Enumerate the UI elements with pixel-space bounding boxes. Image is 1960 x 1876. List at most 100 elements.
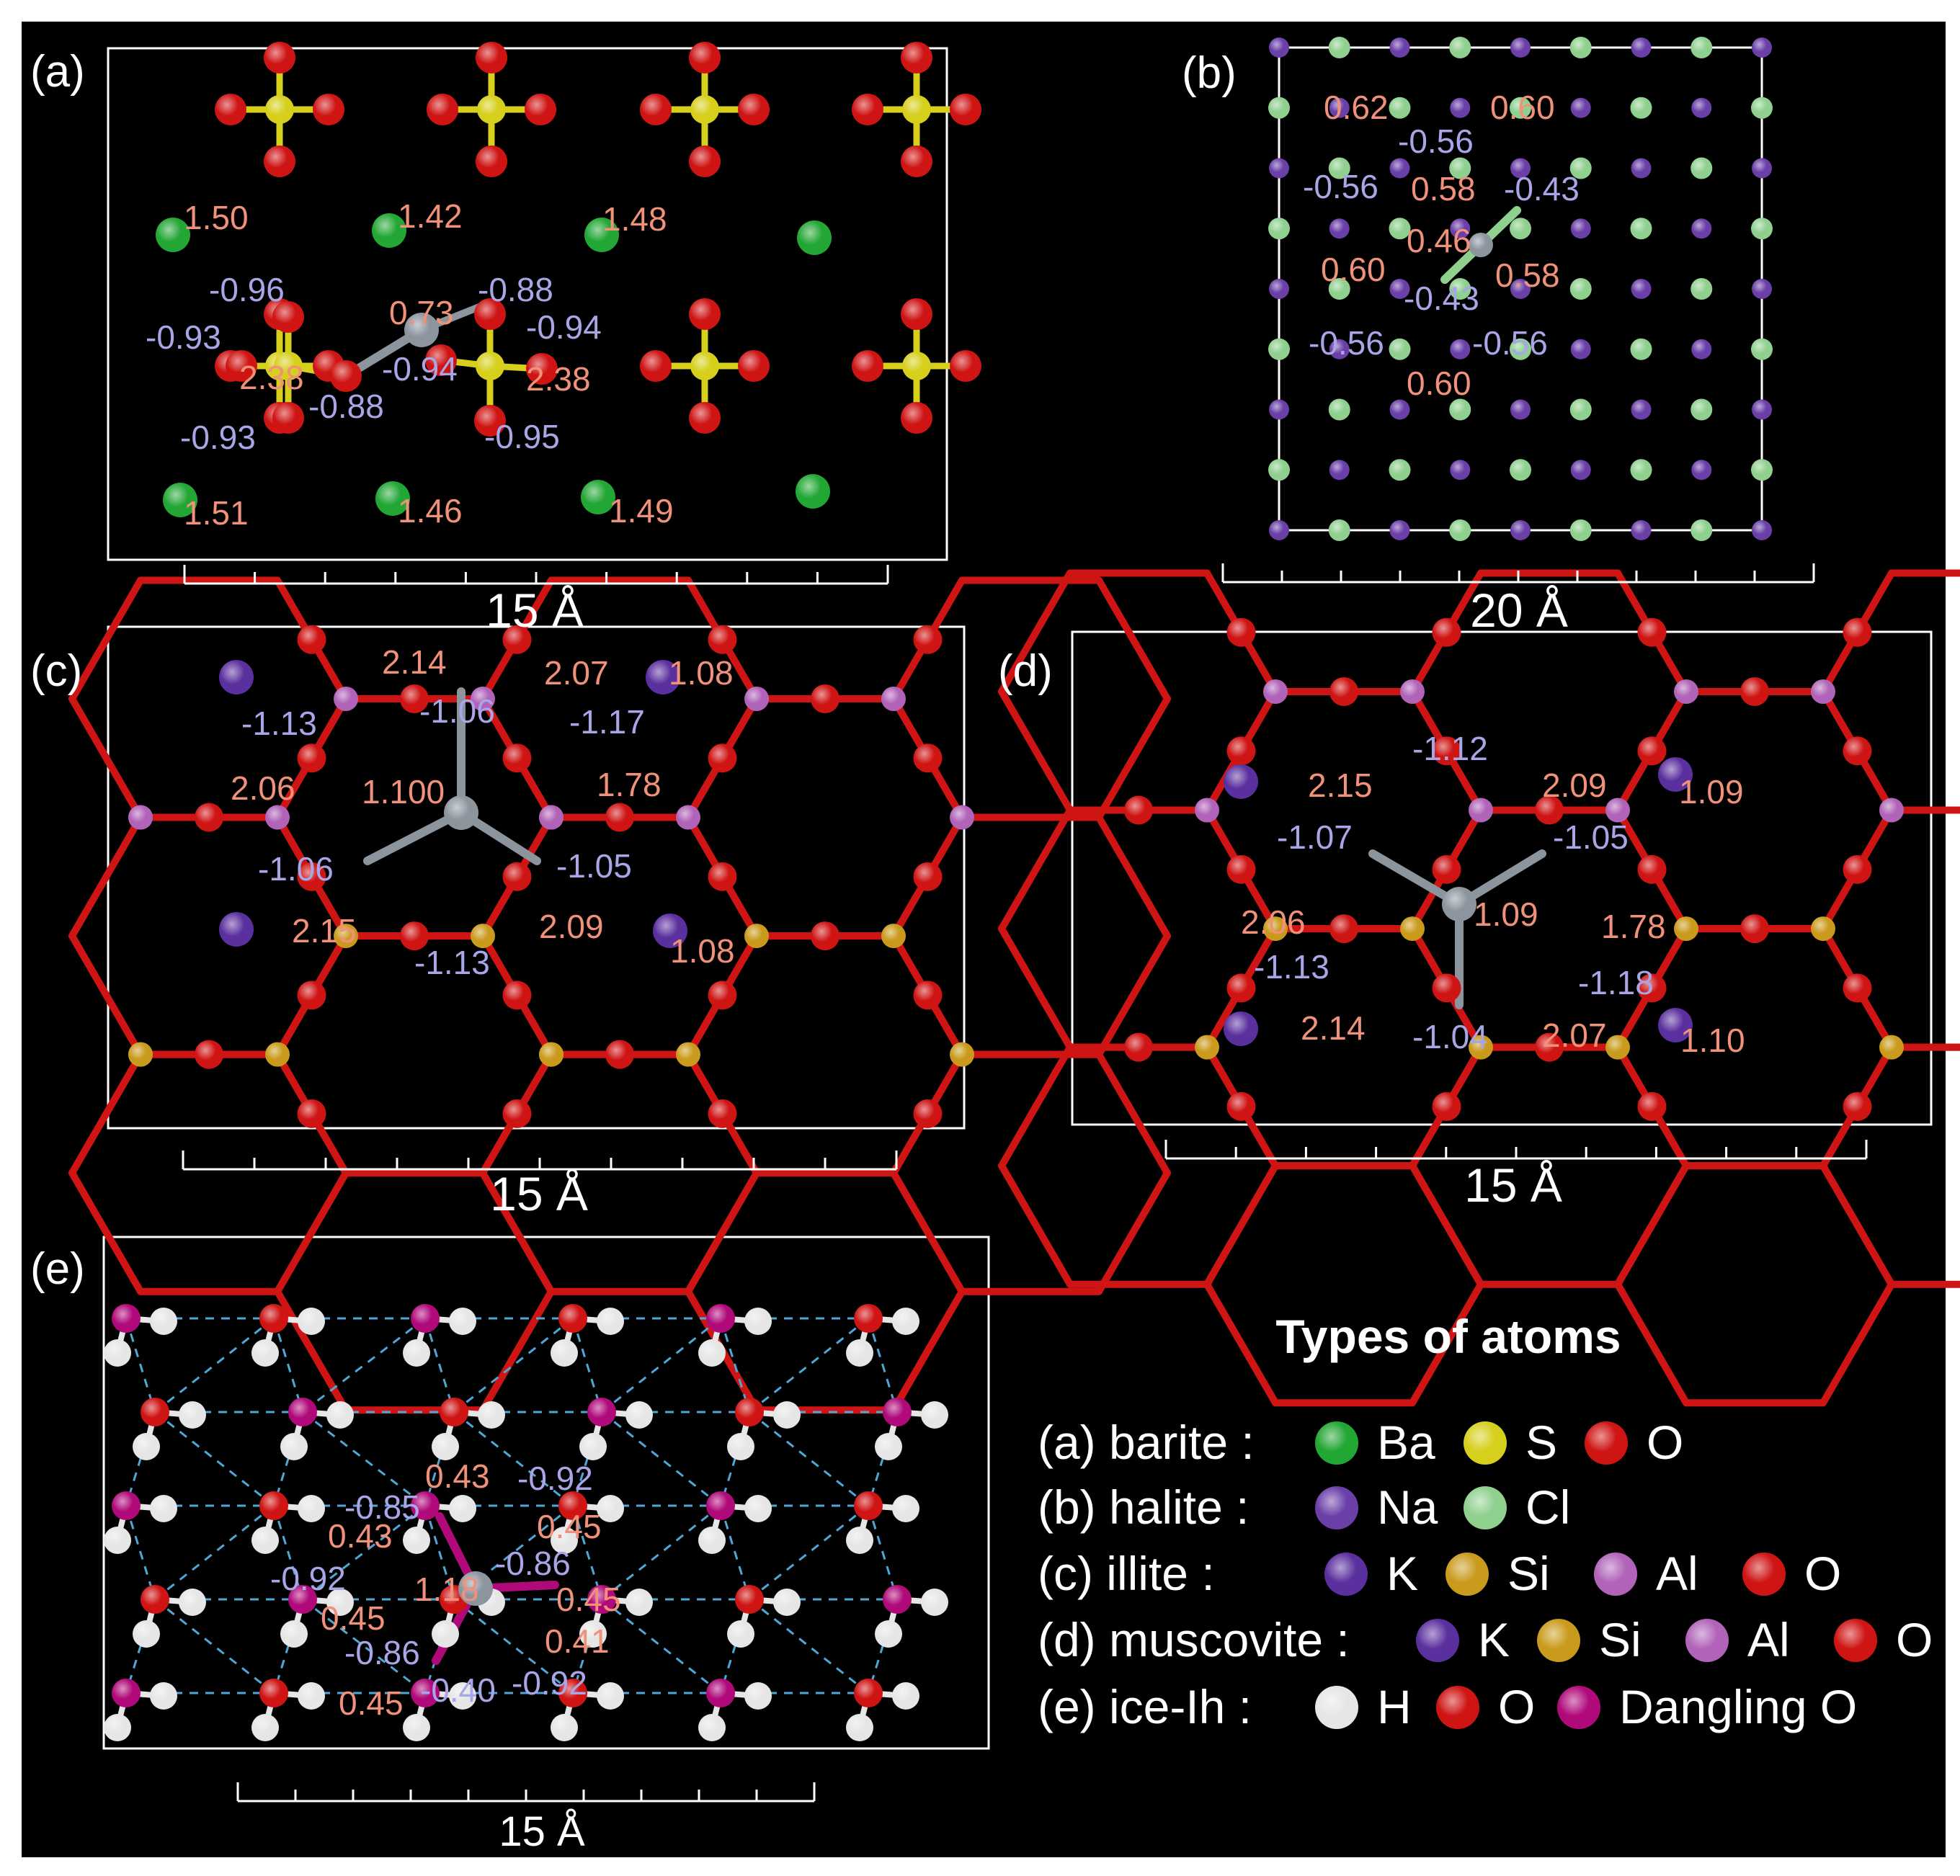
o-atom	[195, 803, 223, 832]
al-atom	[265, 805, 290, 830]
legend-row-label: (b) halite :	[1038, 1480, 1249, 1534]
adsorbate-bond	[363, 808, 466, 865]
legend-swatch	[1557, 1686, 1600, 1729]
s-atom	[476, 352, 504, 380]
si-atom	[1674, 916, 1698, 942]
panel-b-label: (b)	[1182, 48, 1237, 98]
positive-charge-label: 1.49	[609, 492, 674, 530]
adsorbate-atom	[458, 1571, 493, 1606]
h-atom	[773, 1401, 801, 1429]
na-atom	[1450, 460, 1471, 481]
o-atom	[313, 94, 344, 125]
o-atom	[1329, 677, 1358, 706]
h-atom	[251, 1339, 279, 1367]
o-t-bond	[1095, 1050, 1171, 1177]
legend-atom-label: H	[1377, 1680, 1412, 1733]
o-t-bond	[998, 925, 1074, 1051]
dangling-o-atom	[587, 1398, 616, 1426]
s-atom	[265, 95, 294, 124]
o-atom	[1637, 973, 1667, 1003]
positive-charge-label: 0.62	[1324, 89, 1389, 126]
si-atom	[744, 924, 769, 949]
panel-a-label: (a)	[30, 47, 85, 97]
si-atom	[881, 924, 906, 949]
al-atom	[881, 687, 906, 711]
ba-atom	[372, 213, 406, 248]
panel-d-label: (d)	[998, 646, 1053, 696]
legend-swatch	[1834, 1619, 1877, 1662]
na-atom	[1631, 520, 1652, 540]
cl-atom	[1751, 97, 1773, 119]
na-atom	[1752, 279, 1772, 299]
h-atom	[698, 1714, 726, 1741]
positive-charge-label: 1.46	[398, 492, 463, 530]
cl-atom	[1751, 218, 1773, 240]
o-t-bond	[68, 576, 144, 702]
o-t-bond	[685, 1169, 760, 1295]
h-atom	[892, 1308, 919, 1335]
o-t-bond	[274, 1169, 349, 1295]
o-t-bond	[68, 695, 144, 821]
adsorbate-atom	[444, 795, 478, 830]
adsorbate-atom	[1442, 887, 1476, 921]
positive-charge-label: 0.73	[389, 294, 454, 331]
adsorbate-atom	[404, 313, 439, 347]
positive-charge-label: 1.08	[670, 932, 735, 970]
cl-atom	[1449, 278, 1471, 300]
negative-charge-label: -0.88	[308, 388, 384, 425]
ba-atom	[796, 474, 830, 509]
positive-charge-label: 2.09	[539, 908, 604, 945]
na-atom	[1329, 460, 1350, 481]
cl-atom	[1510, 218, 1531, 240]
o-atom	[502, 625, 532, 654]
negative-charge-label: -1.04	[1412, 1018, 1488, 1055]
hydrogen-bond	[302, 1411, 426, 1507]
cl-atom	[1690, 157, 1713, 179]
na-atom	[1269, 520, 1289, 540]
o-atom	[901, 146, 932, 177]
ba-atom	[156, 218, 190, 252]
o-t-bond	[1819, 1280, 1895, 1407]
h-atom	[773, 1589, 801, 1616]
o-atom	[400, 684, 429, 713]
o-t-bond	[1095, 932, 1171, 1058]
legend-atom-label: O	[1647, 1416, 1683, 1469]
o-t-bond	[1614, 1280, 1690, 1407]
o-atom	[950, 94, 981, 125]
na-atom	[1631, 158, 1652, 179]
na-atom	[1691, 460, 1712, 481]
na-atom	[1450, 339, 1471, 359]
positive-charge-label: 0.60	[1490, 89, 1555, 126]
h-atom	[892, 1682, 919, 1710]
o-atom	[476, 146, 507, 177]
al-atom	[1400, 679, 1425, 704]
h-atom	[280, 1433, 308, 1460]
positive-charge-label: 0.45	[339, 1684, 404, 1722]
na-atom	[1752, 520, 1772, 540]
o-atom	[558, 1679, 587, 1707]
h-atom	[432, 1620, 459, 1648]
o-atom	[1637, 1091, 1667, 1121]
cl-atom	[1268, 459, 1290, 481]
legend-swatch	[1464, 1486, 1507, 1529]
na-atom	[1510, 158, 1531, 179]
positive-charge-label: 1.78	[1601, 908, 1666, 945]
panel-d-frame	[1071, 630, 1933, 1126]
cl-atom	[1449, 519, 1471, 541]
h-atom	[579, 1620, 607, 1648]
o-t-bond	[479, 1169, 555, 1295]
o-atom	[854, 1304, 883, 1333]
na-atom	[1329, 97, 1350, 118]
o-atom	[297, 625, 326, 654]
legend-row-label: (e) ice-Ih :	[1038, 1680, 1252, 1733]
negative-charge-label: -1.06	[419, 692, 495, 730]
hydrogen-bond	[424, 1318, 455, 1413]
cl-atom	[1328, 519, 1350, 541]
panel-a-frame	[107, 47, 948, 561]
cl-atom	[1569, 398, 1592, 421]
h-atom	[625, 1401, 653, 1429]
h-atom	[326, 1401, 354, 1429]
na-atom	[1752, 399, 1772, 420]
ba-atom	[581, 480, 615, 514]
cl-atom	[1630, 459, 1652, 481]
